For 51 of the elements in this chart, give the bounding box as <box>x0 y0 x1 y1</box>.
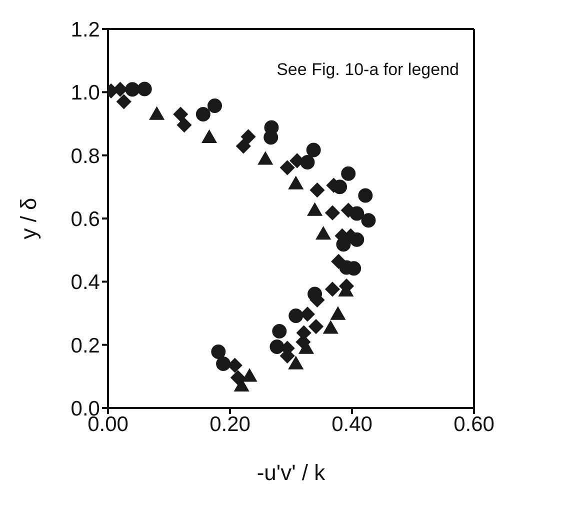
point <box>125 82 140 97</box>
point <box>288 176 304 190</box>
annotation-text: See Fig. 10-a for legend <box>276 60 459 80</box>
point <box>310 182 324 198</box>
point <box>358 188 373 203</box>
point <box>325 282 340 296</box>
point <box>323 320 338 334</box>
point <box>325 206 340 220</box>
point <box>306 142 321 158</box>
point <box>270 339 284 354</box>
point <box>264 130 278 145</box>
point <box>242 368 257 382</box>
point <box>330 306 346 320</box>
y-tick-label: 0.8 <box>70 144 100 168</box>
point <box>236 138 251 154</box>
point <box>300 155 315 170</box>
point <box>208 98 222 113</box>
y-tick-label: 0.4 <box>70 271 100 294</box>
point <box>341 166 356 181</box>
point <box>308 203 322 216</box>
point <box>258 152 273 165</box>
point <box>137 82 152 96</box>
y-tick-label: 0.2 <box>70 334 100 358</box>
point <box>331 254 346 269</box>
point <box>196 107 210 122</box>
point <box>361 213 376 228</box>
point <box>288 356 304 370</box>
point <box>202 130 217 143</box>
y-axis-title: y / δ <box>16 198 41 240</box>
y-tick-label: 0.6 <box>70 208 100 231</box>
point <box>241 129 256 144</box>
x-tick-label: 0.40 <box>332 412 372 436</box>
y-tick-label: 1.0 <box>70 82 100 105</box>
point <box>150 107 164 120</box>
point <box>116 94 132 109</box>
x-tick-label: 0.60 <box>454 412 494 436</box>
point <box>234 378 249 392</box>
point <box>316 226 331 240</box>
point <box>228 358 242 373</box>
point <box>300 306 315 322</box>
point <box>280 160 295 175</box>
point <box>173 107 188 122</box>
point <box>308 319 324 334</box>
x-tick-label: 0.20 <box>210 412 250 436</box>
x-axis-title: -u'v' / k <box>256 460 326 485</box>
point <box>288 308 304 324</box>
point <box>216 356 231 372</box>
point <box>177 118 192 132</box>
point <box>211 344 226 360</box>
y-tick-label: 1.2 <box>70 18 100 42</box>
point <box>272 324 287 339</box>
